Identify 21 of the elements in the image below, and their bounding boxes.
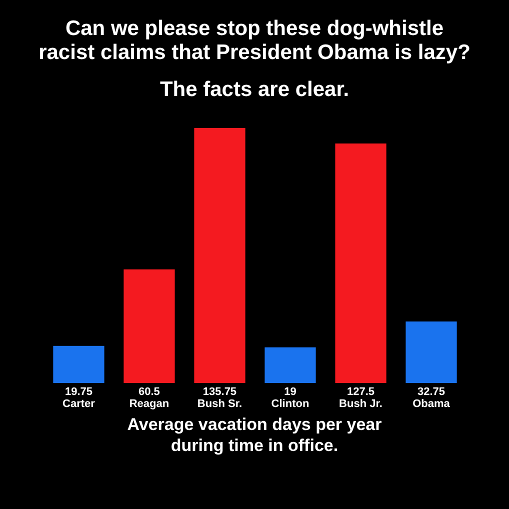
data-label: 32.75 xyxy=(418,386,446,398)
x-tick-label: Clinton xyxy=(271,398,310,410)
x-axis-title: Average vacation days per year during time in office. xyxy=(127,415,382,455)
bar xyxy=(53,346,104,383)
bar xyxy=(264,347,316,383)
bar xyxy=(124,269,175,383)
data-label: 19.75 xyxy=(64,386,92,398)
bar xyxy=(406,321,457,383)
data-label: 19 xyxy=(284,386,296,398)
data-label: 60.5 xyxy=(138,386,160,398)
x-tick-label: Bush Sr. xyxy=(197,398,242,410)
x-tick-label: Obama xyxy=(412,398,451,410)
x-tick-label: Reagan xyxy=(129,398,170,410)
chart-title: Can we please stop these dog-whistle racist claims that President Obama is lazy? xyxy=(38,17,470,64)
bar xyxy=(335,143,386,383)
x-tick-label: Bush Jr. xyxy=(339,398,382,410)
bar xyxy=(194,128,246,383)
chart-subtitle: The facts are clear. xyxy=(160,78,350,101)
data-label: 127.5 xyxy=(347,386,375,398)
x-tick-label: Carter xyxy=(62,398,96,410)
data-label: 135.75 xyxy=(202,386,237,398)
